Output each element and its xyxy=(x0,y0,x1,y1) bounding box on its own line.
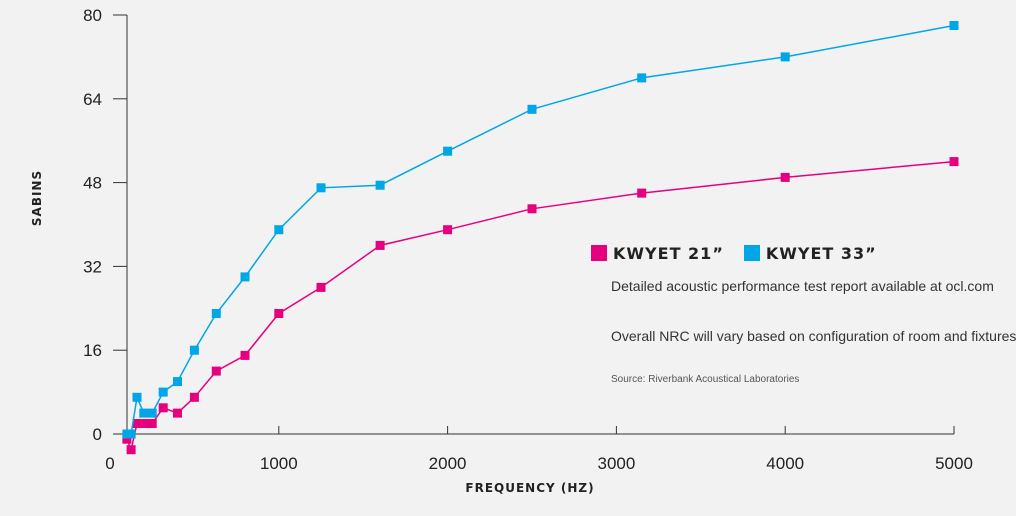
data-point xyxy=(637,73,647,83)
data-point xyxy=(316,183,326,193)
data-point xyxy=(443,225,453,235)
series-line xyxy=(126,24,955,435)
data-point xyxy=(443,146,453,156)
data-point xyxy=(122,434,132,444)
nrc-note: Overall NRC will vary based on configura… xyxy=(611,328,1016,344)
legend-swatch-kwyet-21 xyxy=(591,245,607,261)
y-tick-label: 64 xyxy=(83,90,102,109)
source-note: Source: Riverbank Acoustical Laboratorie… xyxy=(611,374,800,385)
data-point xyxy=(158,403,168,413)
data-point xyxy=(527,204,537,214)
data-point xyxy=(949,21,959,30)
x-tick-label: 1000 xyxy=(260,454,298,473)
x-tick-label: 3000 xyxy=(597,454,635,473)
legend-label-kwyet-33: KWYET 33” xyxy=(765,243,877,263)
legend-swatch-kwyet-33 xyxy=(743,245,760,261)
series-kwyet-33 xyxy=(122,21,959,439)
data-point xyxy=(375,180,385,190)
x-tick-label: 2000 xyxy=(429,454,467,473)
data-point xyxy=(211,309,221,318)
data-point xyxy=(132,392,142,402)
legend: KWYET 21” KWYET 33” Detailed acoustic pe… xyxy=(591,240,1016,385)
report-note: Detailed acoustic performance test repor… xyxy=(611,278,994,294)
x-tick-label: 5000 xyxy=(935,454,973,473)
data-point xyxy=(139,408,149,418)
data-point xyxy=(126,445,136,455)
series-kwyet-21 xyxy=(122,157,959,455)
data-point xyxy=(132,419,142,428)
y-axis-title: SABINS xyxy=(30,170,44,226)
data-point xyxy=(274,225,284,235)
data-point xyxy=(211,366,221,376)
y-tick-label: 0 xyxy=(93,425,102,444)
legend-item-kwyet-33: KWYET 33” xyxy=(743,243,877,263)
data-point xyxy=(189,345,199,355)
chart-axes: 0 16 32 48 64 80 0 1000 2000 3000 4000 5000 xyxy=(83,6,973,473)
data-point xyxy=(189,392,199,402)
data-point xyxy=(780,172,790,182)
data-point xyxy=(147,419,157,428)
y-tick-label: 32 xyxy=(83,257,102,276)
chart-series xyxy=(122,21,959,455)
legend-row: KWYET 21” KWYET 33” xyxy=(591,240,897,266)
y-tick-label: 48 xyxy=(83,174,102,193)
y-tick-label: 80 xyxy=(83,6,102,25)
data-point xyxy=(126,429,136,439)
data-point xyxy=(949,157,959,167)
data-point xyxy=(780,52,790,62)
data-point xyxy=(316,282,326,292)
y-tick-label: 16 xyxy=(83,341,102,360)
data-point xyxy=(527,104,537,114)
data-point xyxy=(147,408,157,418)
data-point xyxy=(173,408,182,418)
x-tick-label: 0 xyxy=(105,454,114,473)
data-point xyxy=(240,272,250,282)
data-point xyxy=(240,350,250,360)
data-point xyxy=(139,419,149,428)
series-line xyxy=(126,160,955,453)
legend-label-kwyet-21: KWYET 21” xyxy=(613,243,724,263)
data-point xyxy=(637,188,647,198)
data-point xyxy=(375,240,385,250)
legend-item-kwyet-21: KWYET 21” xyxy=(591,244,724,263)
data-point xyxy=(158,387,168,397)
x-axis-title: FREQUENCY (HZ) xyxy=(465,481,594,495)
data-point xyxy=(173,377,182,387)
data-point xyxy=(274,309,284,318)
x-tick-label: 4000 xyxy=(766,454,804,473)
